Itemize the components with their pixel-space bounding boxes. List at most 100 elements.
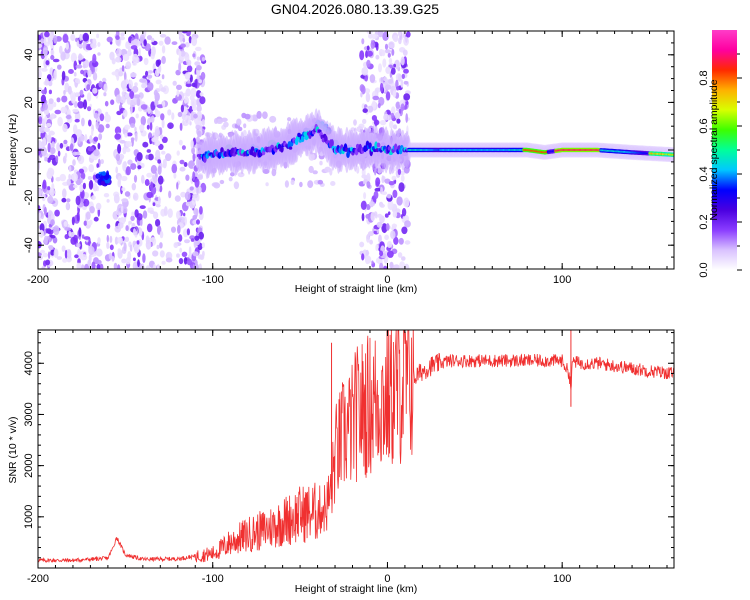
spectrogram-cell: [57, 116, 63, 127]
spectrogram-cell: [49, 40, 54, 48]
colorbar-ticks: 0.0 0.2 0.4 0.6 0.8: [698, 53, 742, 278]
spectrogram-cell: [156, 263, 160, 269]
spectrogram-cell: [192, 53, 196, 58]
spectrogram-cell: [125, 147, 131, 153]
spectrogram-cell: [194, 239, 201, 246]
spectrogram-cell: [159, 184, 163, 193]
spectrogram-cell: [93, 216, 99, 222]
spectrogram-cell: [162, 158, 167, 169]
spectrogram-cell: [99, 263, 104, 269]
spectrogram-cell: [61, 197, 67, 203]
spectrogram-cell: [63, 221, 68, 227]
spectrogram-cell: [370, 40, 376, 49]
spectrogram-cell: [136, 240, 140, 245]
spectrogram-cell: [369, 239, 373, 245]
spectrogram-cell: [120, 205, 124, 213]
spectrogram-cell: [133, 228, 136, 236]
spectrogram-cell: [99, 113, 105, 122]
spectrogram-cell: [197, 174, 204, 180]
spectrogram-cell: [74, 111, 81, 121]
spectrogram-cell: [76, 211, 80, 222]
spectrogram-cell: [75, 129, 83, 138]
spectrogram-cell: [377, 102, 381, 109]
spectrogram-cell: [153, 176, 158, 184]
spectrogram-cell: [39, 125, 46, 134]
spectrogram-cell: [380, 77, 384, 82]
spectrogram-cell: [397, 74, 402, 82]
spectrogram-cell: [265, 182, 269, 187]
spectrogram-cell: [42, 47, 48, 57]
spectrogram-cell: [182, 119, 185, 126]
spectrogram-cell: [198, 79, 203, 84]
spectrogram-cell: [365, 204, 371, 210]
spectrogram-cell: [49, 188, 55, 197]
spectrogram-cell: [149, 122, 153, 131]
spectrogram-cell: [131, 40, 138, 46]
spectrogram-cell: [372, 95, 380, 101]
spectrogram-cell: [180, 191, 187, 198]
spectrogram-cell: [363, 192, 367, 200]
spectrogram-cell: [131, 183, 136, 191]
spectrogram-cell: [121, 198, 128, 203]
spectrogram-cell: [196, 56, 201, 61]
x-tick-label: 100: [553, 573, 571, 585]
x-tick-label: 0: [384, 573, 390, 585]
spectrogram-cell: [92, 53, 97, 64]
spectrogram-cell: [392, 90, 397, 98]
spectrogram-cell: [157, 159, 162, 164]
snr-frame: [37, 329, 675, 569]
spectrogram-cell: [389, 120, 394, 129]
spectrogram-cell: [155, 219, 161, 227]
spectrogram-cell: [214, 118, 218, 124]
spectrogram-cell: [50, 113, 55, 119]
spectrogram-cell: [161, 150, 166, 155]
spectrogram-cell: [64, 234, 70, 240]
spectrogram-cell: [62, 123, 68, 133]
spectrogram-cell: [91, 261, 96, 269]
spectrogram-cell: [192, 264, 196, 269]
spectrogram-cell: [78, 53, 83, 61]
spectrogram-cell: [308, 165, 314, 174]
spectrogram-cell: [269, 115, 277, 123]
spectrogram-cell: [290, 179, 295, 185]
spectrogram-cell: [70, 34, 76, 41]
spectrogram-cell: [121, 91, 125, 96]
spectrogram-cell: [66, 202, 69, 211]
spectrogram-cell: [393, 236, 399, 245]
spectrogram-x-axis-label: Height of straight line (km): [295, 283, 418, 295]
spectrogram-cell: [134, 82, 138, 87]
spectrogram-cell: [73, 184, 78, 189]
spectrogram-cell: [375, 257, 382, 264]
spectrogram-cell: [38, 43, 43, 49]
spectrogram-cell: [360, 91, 363, 98]
spectrogram-cell: [68, 165, 72, 173]
spectrogram-cell: [188, 36, 192, 44]
spectrogram-cell: [190, 87, 197, 98]
spectrogram-cell: [124, 191, 131, 197]
spectrogram-cell: [76, 40, 80, 47]
spectrogram-cell: [392, 189, 398, 199]
spectrogram-cell: [38, 212, 42, 218]
spectrogram-cell: [394, 59, 400, 70]
spectrogram-cell: [172, 80, 177, 86]
spectrogram-cell: [38, 188, 42, 197]
spectrogram-cell: [79, 183, 84, 192]
spectrogram-cell: [180, 50, 186, 57]
spectrogram-cell: [143, 39, 147, 47]
spectrogram-cell: [81, 117, 85, 127]
spectrogram-cell: [201, 128, 205, 135]
spectrogram-cell: [404, 240, 411, 245]
spectrogram-cell: [180, 43, 186, 48]
spectrogram-cell: [381, 175, 385, 184]
spectrogram-cell: [142, 141, 149, 148]
spectrogram-cell: [406, 31, 411, 38]
spectrogram-cell: [364, 75, 369, 82]
spectrogram-cell: [73, 54, 77, 61]
spectrogram-cell: [53, 35, 58, 44]
spectrogram-cell: [400, 56, 405, 66]
spectrogram-y-axis-label: Frequency (Hz): [7, 114, 19, 186]
spectrogram-cell: [388, 41, 395, 49]
spectrogram-cell: [200, 182, 207, 193]
spectrogram-cell: [125, 61, 132, 70]
spectrogram-cell: [83, 99, 87, 110]
